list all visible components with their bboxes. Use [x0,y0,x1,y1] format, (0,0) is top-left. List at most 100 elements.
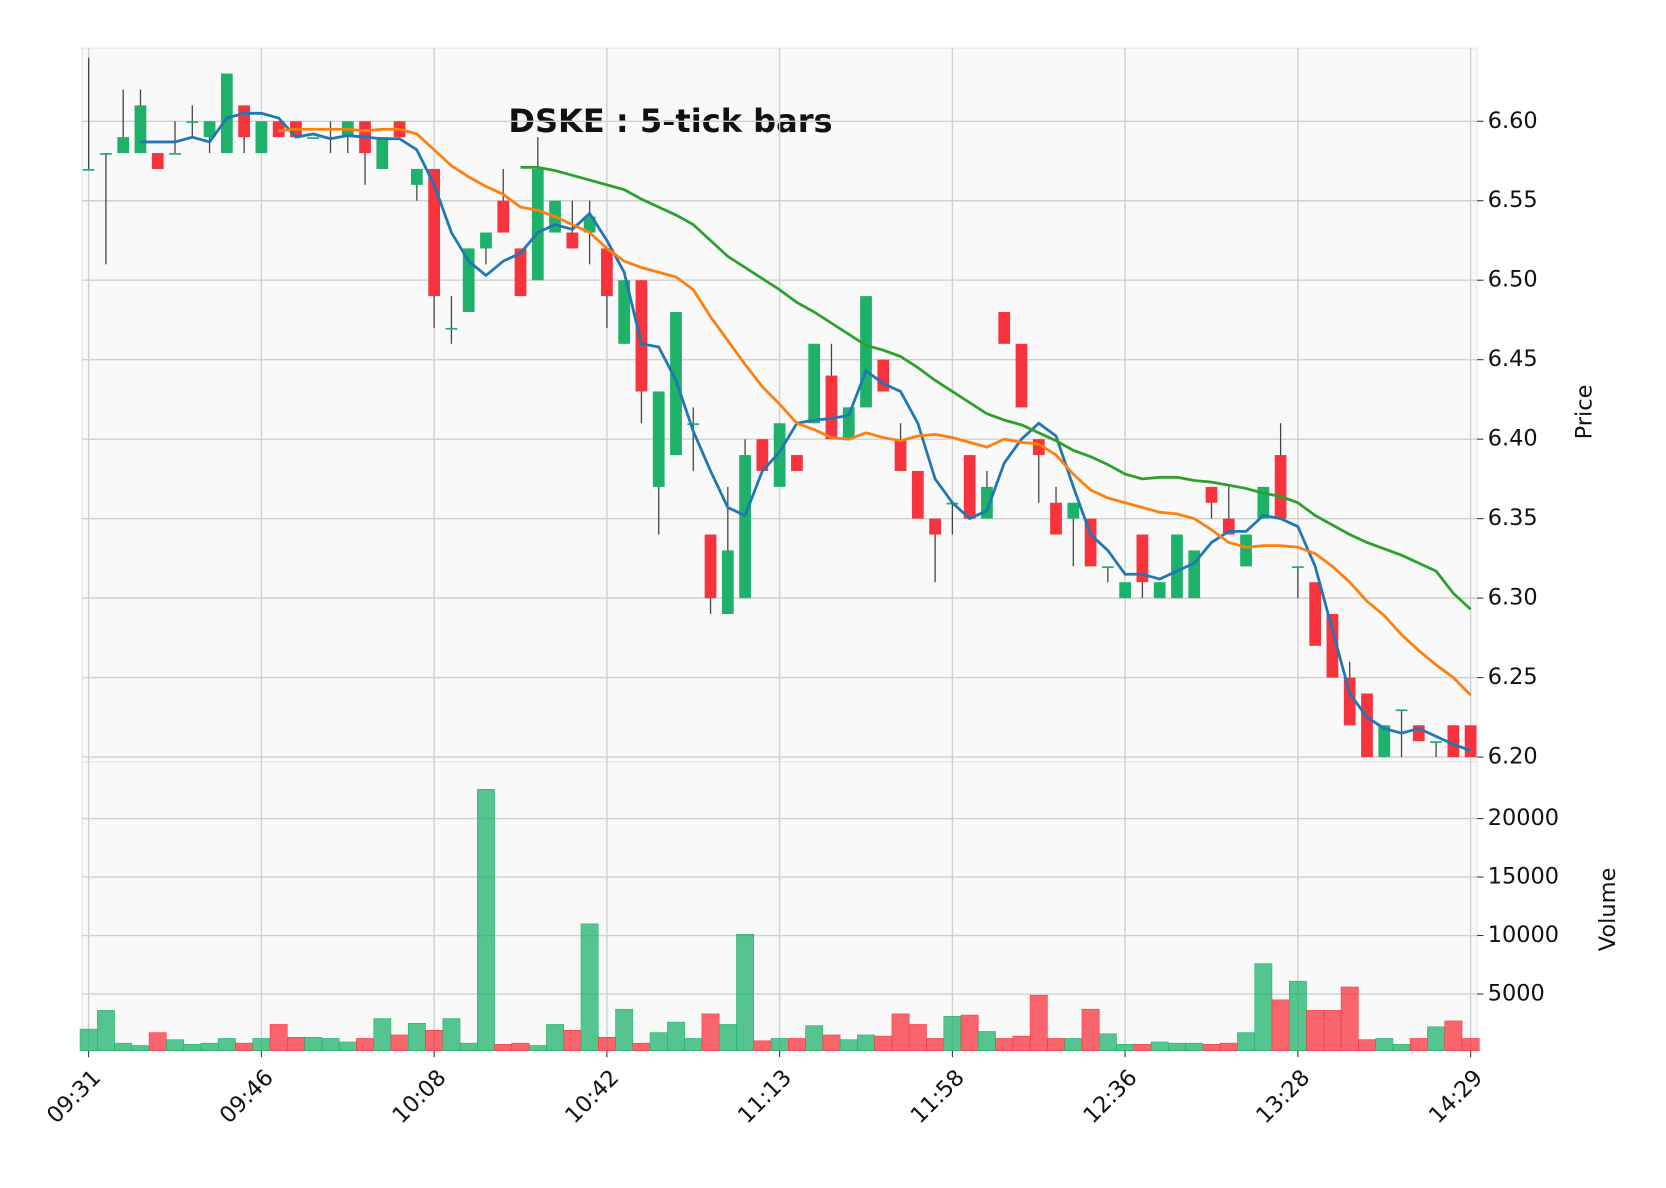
y-tick-label: 6.40 [1488,426,1538,452]
volume-bar [511,1042,530,1052]
candle-body [255,121,268,154]
volume-bar [1219,1042,1238,1052]
candle-body [497,200,510,233]
candle-body [842,407,855,440]
x-tick-label: 12:36 [1078,1065,1142,1129]
candle-body [773,423,786,487]
volume-bar [1150,1041,1169,1052]
moving-average-line [278,127,1472,697]
candle-body [860,296,872,408]
volume-bar [442,1018,461,1052]
volume-bar [1392,1044,1411,1052]
candle-body [514,248,527,297]
volume-bar [235,1042,254,1052]
x-tick-label: 10:42 [560,1065,624,1129]
candle-body [272,121,285,138]
volume-tick-label: 20000 [1488,805,1559,831]
candle-body [1015,343,1028,408]
volume-bar [1116,1044,1135,1052]
volume-bar [200,1042,219,1052]
candle-body [1067,502,1080,519]
candle-body [1188,550,1201,599]
y-tick-label: 6.55 [1488,187,1538,213]
candle-body [376,137,389,169]
volume-bar [425,1030,444,1052]
x-tick-label: 09:46 [215,1065,279,1129]
candle-body [1032,439,1045,456]
volume-bar [805,1025,824,1052]
volume-bar [1133,1044,1152,1052]
volume-bar [1358,1039,1376,1052]
candle-body [721,550,734,615]
volume-bar [839,1039,858,1052]
volume-bar [97,1010,115,1052]
volume-bar [1427,1026,1445,1052]
volume-bar [546,1024,564,1052]
candle-body [480,232,492,249]
volume-bar [1340,986,1359,1052]
x-tick-label: 11:13 [733,1065,797,1129]
volume-bar [1323,1010,1342,1052]
volume-bar [356,1038,374,1052]
volume-bar [1047,1038,1065,1052]
candle-body [808,343,821,424]
candle-body [1153,582,1166,599]
volume-bar [1081,1008,1100,1052]
moving-average-line [140,111,1472,753]
candle-body [82,168,95,171]
candle-body [825,375,838,440]
volume-bar [926,1038,945,1052]
candle-body [1084,518,1097,567]
candle-body [531,168,544,281]
candle-body [687,423,700,425]
candle-body [601,248,613,297]
x-tick-label: 11:58 [906,1065,970,1129]
candle-body [1119,582,1132,599]
candle-body [1240,534,1252,567]
volume-bar [857,1034,875,1052]
volume-bar [1185,1042,1204,1052]
volume-bar [148,1032,167,1052]
volume-bar [649,1032,668,1052]
volume-bar [753,1040,772,1052]
candle-body [1050,502,1062,535]
volume-bar [390,1034,409,1052]
volume-bar [701,1013,720,1052]
candle-body [756,439,769,471]
candle-body [652,391,665,487]
candle-body [791,455,803,471]
candle-body [877,359,890,392]
candle-body [1274,455,1287,519]
volume-bar [978,1031,996,1052]
volume-bar [718,1024,737,1052]
volume-bar [1098,1033,1117,1052]
candle-body [169,153,181,155]
candle-body [462,248,475,313]
volume-bar [459,1042,478,1052]
volume-bar [1237,1032,1255,1052]
volume-bar [304,1037,323,1052]
volume-bar [217,1038,236,1052]
y-tick-label: 6.50 [1488,267,1538,293]
x-tick-label: 13:28 [1251,1065,1315,1129]
volume-bar [891,1013,910,1052]
candle-body [1361,693,1373,758]
volume-bar [407,1022,426,1052]
candle-body [981,486,993,519]
candle-body [1171,534,1183,599]
moving-average-line [520,165,1472,611]
volume-bar [494,1044,513,1052]
candle-body [929,518,941,535]
y-tick-label: 6.60 [1488,108,1538,134]
candle-body [1464,725,1477,758]
volume-bar [822,1034,841,1052]
x-tick-label: 10:08 [387,1065,451,1129]
volume-bar [477,789,495,1052]
candle-body [1309,582,1322,646]
candle-body [1343,677,1356,726]
candle-body [220,73,233,154]
candle-body [117,137,130,154]
volume-bar [874,1035,893,1052]
candle-body [1378,725,1391,758]
